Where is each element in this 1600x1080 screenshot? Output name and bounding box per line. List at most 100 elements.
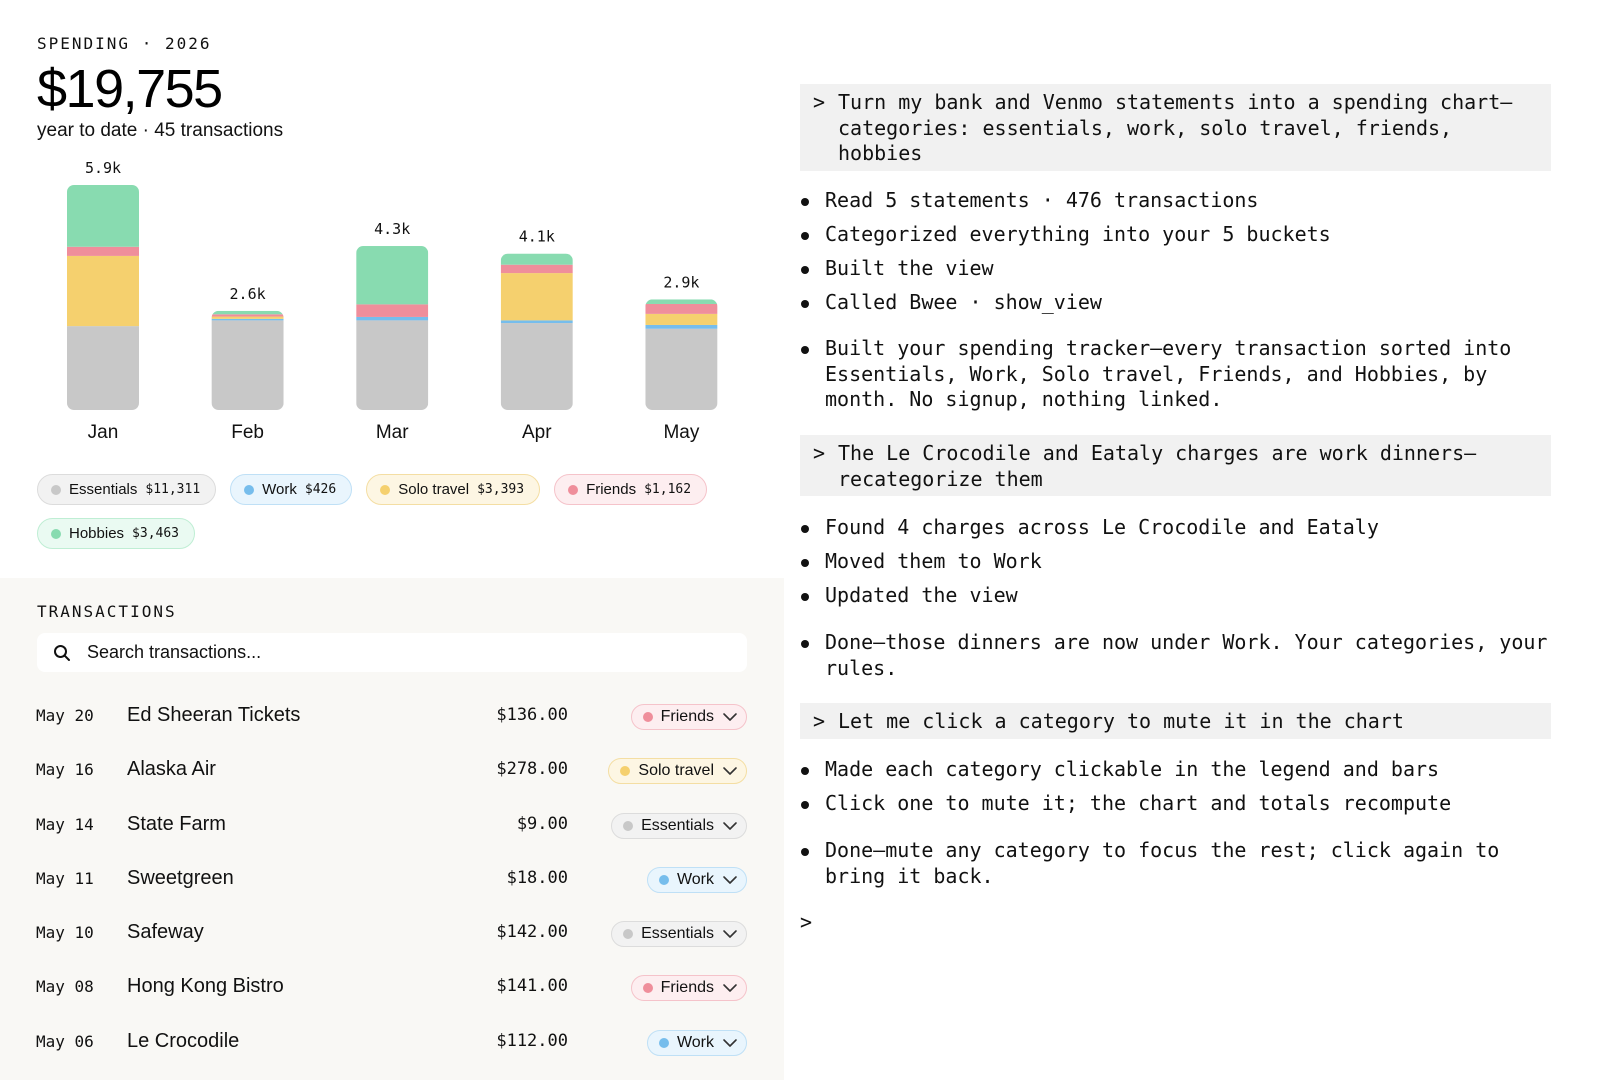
legend-chip-work[interactable]: Work $426 — [230, 474, 353, 505]
transaction-merchant: State Farm — [127, 812, 226, 835]
assistant-reply-text: Done—mute any category to focus the rest… — [800, 838, 1551, 889]
legend-label: Hobbies — [69, 525, 125, 542]
transaction-row: May 11 Sweetgreen $18.00 Work — [0, 853, 784, 907]
transaction-row: May 14 State Farm $9.00 Essentials — [0, 799, 784, 853]
bar-segment-feb-solo-travel[interactable] — [211, 316, 284, 319]
legend-chip-friends[interactable]: Friends $1,162 — [554, 474, 708, 505]
transactions-panel: TRANSACTIONS May 20 Ed Sheeran Tickets $13… — [0, 578, 784, 1080]
category-dot-icon — [568, 484, 579, 495]
transaction-amount: $142.00 — [496, 922, 568, 943]
assistant-step: Built the view — [800, 256, 1551, 282]
category-select-label: Work — [676, 1033, 714, 1051]
transaction-amount: $18.00 — [506, 867, 568, 888]
bar-segment-jan-essentials[interactable] — [67, 326, 139, 410]
category-dot-icon — [642, 983, 653, 994]
transaction-amount: $9.00 — [516, 813, 568, 834]
bar-segment-may-friends[interactable] — [645, 303, 718, 314]
user-message-text: Let me click a category to mute it in th… — [838, 709, 1404, 733]
legend-chip-hobbies[interactable]: Hobbies $3,463 — [37, 518, 196, 549]
assistant-reply-2: Done—those dinners are now under Work. Y… — [800, 630, 1551, 681]
bar-may[interactable] — [645, 299, 718, 410]
category-select[interactable]: Friends — [630, 975, 747, 1002]
legend-amount: $3,463 — [132, 526, 180, 541]
category-dot-icon — [51, 528, 61, 539]
transaction-merchant: Alaska Air — [127, 758, 216, 781]
bar-segment-may-work[interactable] — [645, 324, 718, 329]
legend-label: Friends — [586, 481, 637, 498]
assistant-step: Click one to mute it; the chart and tota… — [800, 791, 1551, 817]
search-input[interactable] — [87, 642, 687, 663]
bar-segment-jan-friends[interactable] — [67, 246, 139, 256]
chat-input-prompt[interactable]: > — [800, 910, 813, 934]
transaction-merchant: Le Crocodile — [127, 1029, 240, 1052]
bar-mar[interactable] — [356, 246, 429, 410]
bar-segment-apr-solo-travel[interactable] — [500, 273, 573, 321]
assistant-step: Found 4 charges across Le Crocodile and … — [800, 515, 1551, 541]
category-dot-icon — [244, 484, 255, 495]
bar-segment-feb-friends[interactable] — [211, 314, 284, 317]
bar-apr[interactable] — [500, 253, 573, 410]
transactions-title: TRANSACTIONS — [37, 602, 177, 621]
legend-amount: $3,393 — [477, 482, 525, 497]
bar-segment-may-hobbies[interactable] — [645, 299, 718, 304]
search-bar[interactable] — [37, 633, 747, 672]
bar-segment-mar-hobbies[interactable] — [356, 246, 429, 305]
legend-label: Solo travel — [398, 481, 470, 498]
transaction-row: May 10 Safeway $142.00 Essentials — [0, 907, 784, 961]
transaction-merchant: Ed Sheeran Tickets — [127, 704, 301, 726]
category-select[interactable]: Essentials — [611, 812, 747, 839]
bar-segment-apr-friends[interactable] — [500, 264, 573, 274]
category-select[interactable]: Work — [646, 1029, 747, 1056]
transaction-date: May 20 — [36, 706, 94, 725]
category-dot-icon — [51, 484, 61, 495]
category-select[interactable]: Solo travel — [608, 758, 747, 785]
assistant-step: Moved them to Work — [800, 549, 1551, 575]
category-select[interactable]: Friends — [630, 704, 747, 730]
spending-panel: SPENDING · 2026 $19,755 year to date · 4… — [0, 34, 784, 1080]
bar-segment-mar-friends[interactable] — [356, 304, 429, 317]
chevron-down-icon — [723, 876, 737, 884]
bar-segment-apr-work[interactable] — [500, 320, 573, 324]
chevron-down-icon — [723, 713, 737, 721]
transaction-amount: $278.00 — [496, 759, 568, 780]
bar-segment-feb-essentials[interactable] — [211, 320, 284, 410]
category-select[interactable]: Essentials — [611, 921, 747, 948]
bar-value-label: 2.9k — [663, 273, 699, 291]
bar-jan[interactable] — [67, 185, 139, 410]
month-label: Apr — [522, 422, 552, 443]
user-message-text: The Le Crocodile and Eataly charges are … — [838, 441, 1477, 491]
bar-feb[interactable] — [211, 310, 284, 410]
monthly-spending-chart: 5.9k Jan 2.6k Feb 4.3k Mar 4.1k Apr 2.9k May — [67, 159, 718, 443]
bar-segment-apr-hobbies[interactable] — [500, 253, 573, 265]
category-select-label: Essentials — [641, 816, 714, 834]
bar-segment-jan-hobbies[interactable] — [67, 185, 139, 247]
prompt-symbol: > — [813, 90, 826, 114]
month-label: May — [663, 422, 699, 443]
bar-segment-feb-work[interactable] — [211, 318, 284, 321]
chevron-down-icon — [723, 821, 737, 830]
assistant-steps-3: Made each category clickable in the lege… — [800, 757, 1551, 825]
legend-chip-solo-travel[interactable]: Solo travel $3,393 — [366, 474, 541, 505]
chevron-down-icon — [723, 930, 737, 938]
category-dot-icon — [380, 484, 391, 495]
legend-amount: $1,162 — [644, 482, 692, 497]
assistant-reply-text: Built your spending tracker—every transa… — [800, 336, 1551, 413]
category-select[interactable]: Work — [646, 866, 747, 893]
legend-chip-essentials[interactable]: Essentials $11,311 — [37, 474, 217, 505]
user-message-2: > The Le Crocodile and Eataly charges ar… — [800, 435, 1551, 496]
bar-segment-feb-hobbies[interactable] — [211, 310, 284, 315]
transaction-date: May 11 — [36, 868, 94, 888]
bar-segment-mar-essentials[interactable] — [356, 320, 429, 410]
transaction-merchant: Hong Kong Bistro — [127, 975, 284, 998]
total-amount: $19,755 — [37, 59, 223, 119]
bar-segment-jan-solo-travel[interactable] — [67, 255, 139, 327]
bar-segment-apr-essentials[interactable] — [500, 323, 573, 410]
bar-segment-may-solo-travel[interactable] — [645, 313, 718, 325]
assistant-reply-3: Done—mute any category to focus the rest… — [800, 838, 1551, 889]
transaction-date: May 14 — [36, 814, 94, 834]
bar-segment-may-essentials[interactable] — [645, 328, 718, 410]
legend-label: Essentials — [69, 481, 138, 498]
bar-segment-mar-work[interactable] — [356, 316, 429, 321]
transaction-row: May 06 Le Crocodile $112.00 Work — [0, 1016, 784, 1070]
category-select-label: Friends — [660, 708, 714, 725]
